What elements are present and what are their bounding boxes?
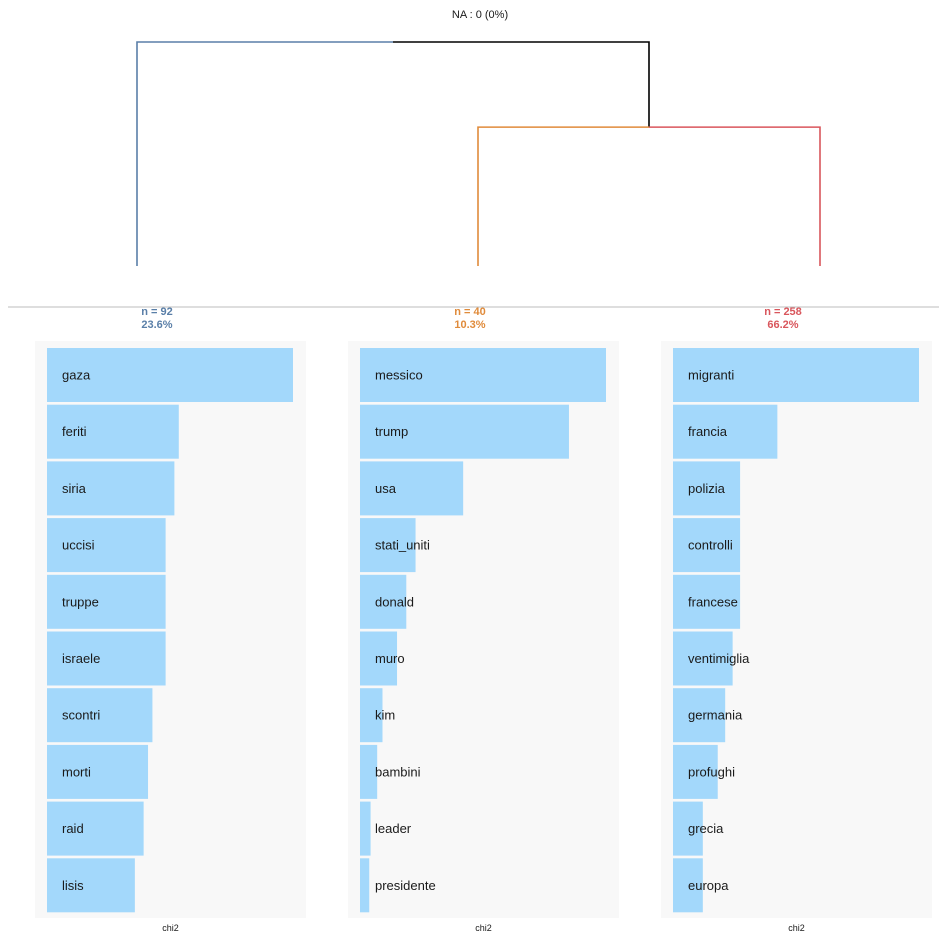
bar-label-raid: raid [62, 821, 84, 836]
bar-ventimiglia [673, 631, 733, 686]
bar-label-kim: kim [375, 708, 395, 723]
bar-label-leader: leader [375, 821, 412, 836]
bar-label-gaza: gaza [62, 368, 91, 383]
bar-label-bambini: bambini [375, 764, 421, 779]
bar-israele [47, 631, 166, 686]
axis-xlabel: chi2 [475, 923, 492, 933]
bar-usa [360, 461, 464, 516]
dendro-branch-root [393, 41, 650, 128]
bar-label-grecia: grecia [688, 821, 724, 836]
bar-label-trump: trump [375, 424, 408, 439]
dendro-branch-cluster-3 [649, 126, 821, 266]
cluster-pct-label: 23.6% [141, 319, 172, 331]
axis-xlabel: chi2 [162, 923, 179, 933]
axis-xlabel: chi2 [788, 923, 805, 933]
na-label: NA : 0 (0%) [452, 9, 508, 21]
bar-label-muro: muro [375, 651, 405, 666]
bar-label-uccisi: uccisi [62, 538, 95, 553]
bar-muro [360, 631, 398, 686]
bar-feriti [47, 404, 179, 459]
bar-morti [47, 744, 149, 799]
bar-siria [47, 461, 175, 516]
bar-raid [47, 801, 144, 856]
bar-label-francese: francese [688, 594, 738, 609]
cluster-n-label: n = 40 [454, 306, 486, 318]
bar-label-siria: siria [62, 481, 87, 496]
bar-label-stati_uniti: stati_uniti [375, 538, 430, 553]
bar-truppe [47, 574, 166, 629]
bar-bambini [360, 744, 378, 799]
dendro-branch-cluster-1 [136, 41, 393, 266]
bar-francia [673, 404, 778, 459]
bar-label-feriti: feriti [62, 424, 87, 439]
cluster-n-label: n = 258 [764, 306, 802, 318]
cluster-pct-label: 66.2% [767, 319, 798, 331]
bar-lisis [47, 858, 135, 913]
bar-uccisi [47, 518, 166, 573]
cluster-pct-label: 10.3% [454, 319, 485, 331]
bar-migranti [673, 348, 919, 402]
bar-controlli [673, 518, 741, 573]
bar-francese [673, 574, 741, 629]
bar-trump [360, 404, 569, 459]
bar-polizia [673, 461, 741, 516]
bar-label-usa: usa [375, 481, 397, 496]
bar-label-francia: francia [688, 424, 728, 439]
bar-label-europa: europa [688, 878, 729, 893]
bar-profughi [673, 744, 718, 799]
bar-label-migranti: migranti [688, 368, 734, 383]
bar-label-ventimiglia: ventimiglia [688, 651, 750, 666]
bar-label-lisis: lisis [62, 878, 84, 893]
bar-label-morti: morti [62, 764, 91, 779]
bar-europa [673, 858, 703, 913]
bar-leader [360, 801, 371, 856]
dendro-branch-cluster-2 [477, 126, 649, 266]
cluster-n-label: n = 92 [141, 306, 173, 318]
dendrogram [136, 41, 821, 266]
bar-label-polizia: polizia [688, 481, 726, 496]
bar-germania [673, 688, 726, 743]
bar-label-truppe: truppe [62, 594, 99, 609]
bar-donald [360, 574, 407, 629]
bar-label-israele: israele [62, 651, 100, 666]
bar-label-germania: germania [688, 708, 743, 723]
bar-label-controlli: controlli [688, 538, 733, 553]
bar-messico [360, 348, 606, 402]
bar-presidente [360, 858, 370, 913]
bar-label-messico: messico [375, 368, 423, 383]
bar-label-presidente: presidente [375, 878, 436, 893]
bar-kim [360, 688, 383, 743]
bar-label-scontri: scontri [62, 708, 100, 723]
bar-grecia [673, 801, 703, 856]
bar-scontri [47, 688, 153, 743]
bar-label-donald: donald [375, 594, 414, 609]
bar-stati_uniti [360, 518, 416, 573]
bar-label-profughi: profughi [688, 764, 735, 779]
bar-gaza [47, 348, 293, 402]
